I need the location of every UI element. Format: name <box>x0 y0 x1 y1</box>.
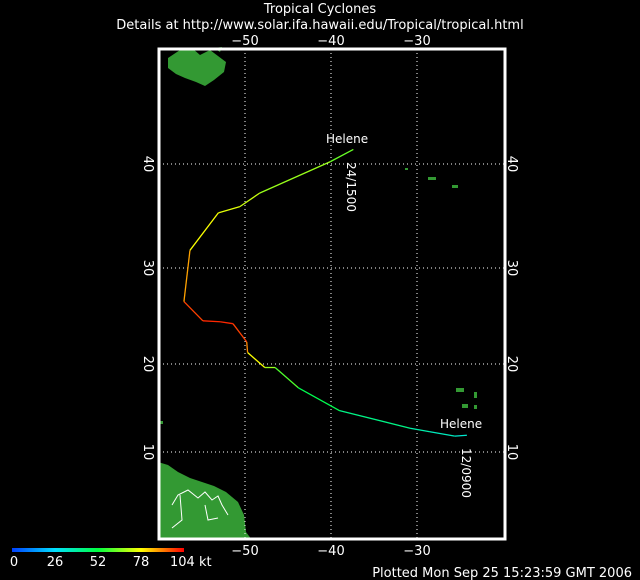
track-segment <box>239 192 260 208</box>
lat-tick-left: 30 <box>140 260 155 277</box>
land-azores-2 <box>452 185 458 188</box>
lon-tick-top: −40 <box>317 34 344 49</box>
track-segment <box>454 434 467 437</box>
map-title: Tropical Cyclones <box>263 2 376 17</box>
lat-tick-right: 20 <box>504 356 519 373</box>
land-azores-1 <box>428 177 436 180</box>
lat-tick-right: 40 <box>504 156 519 173</box>
lon-tick-top: −50 <box>231 34 258 49</box>
storm-name-start[interactable]: Helene <box>440 417 482 431</box>
lat-tick-left: 20 <box>140 356 155 373</box>
land-cape-verde-1 <box>456 388 464 392</box>
land-newfoundland <box>168 48 226 86</box>
track-segment <box>247 351 266 369</box>
track-segment <box>329 148 354 163</box>
track-segment <box>183 250 191 302</box>
track-segment <box>339 410 411 429</box>
track-segment <box>298 387 340 412</box>
track-segment <box>219 321 234 325</box>
land-cape-verde-3 <box>462 404 468 408</box>
legend-labels: 0 26 52 78 104 kt <box>10 555 212 570</box>
storm-track <box>183 148 467 437</box>
lon-tick-bottom: −50 <box>231 544 258 559</box>
lat-tick-left: 10 <box>140 444 155 461</box>
map-frame <box>157 47 507 541</box>
track-segment <box>183 301 204 322</box>
storm-end-time: 24/1500 <box>344 162 358 212</box>
land <box>158 47 477 540</box>
legend-label: 104 kt <box>170 555 212 570</box>
country-borders <box>171 489 229 529</box>
axis-labels: −50 −50 −40 −40 −30 −30 10 10 20 20 30 30 40 40 <box>140 34 519 559</box>
track-segment <box>410 427 431 433</box>
track-segment <box>232 323 248 343</box>
lon-tick-bottom: −40 <box>317 544 344 559</box>
track-segment <box>189 212 219 251</box>
track-segment <box>259 161 331 194</box>
lat-tick-right: 10 <box>504 444 519 461</box>
wind-speed-colorbar <box>12 548 184 552</box>
lat-tick-left: 40 <box>140 156 155 173</box>
lon-tick-bottom: −30 <box>403 544 430 559</box>
legend-label: 0 <box>10 555 18 570</box>
grid-lines <box>159 49 505 539</box>
storm-name-end[interactable]: Helene <box>326 132 368 146</box>
legend-label: 78 <box>133 555 150 570</box>
track-segment <box>202 320 221 323</box>
track-segment <box>218 206 241 214</box>
storm-start-time: 12/0900 <box>459 448 473 498</box>
lat-tick-right: 30 <box>504 260 519 277</box>
track-segment <box>274 367 299 389</box>
map-subtitle: Details at http://www.solar.ifa.hawaii.e… <box>116 18 523 33</box>
land-cape-verde-2 <box>474 392 477 398</box>
lon-tick-top: −30 <box>403 34 430 49</box>
land-south-america <box>158 462 252 540</box>
legend-label: 52 <box>90 555 107 570</box>
land-azores-3 <box>405 168 408 170</box>
land-barbados <box>160 421 163 424</box>
legend-label: 26 <box>47 555 64 570</box>
track-segment <box>429 431 455 437</box>
plot-timestamp: Plotted Mon Sep 25 15:23:59 GMT 2006 <box>372 566 632 580</box>
track-segment <box>246 341 249 353</box>
land-cape-verde-4 <box>474 405 477 409</box>
